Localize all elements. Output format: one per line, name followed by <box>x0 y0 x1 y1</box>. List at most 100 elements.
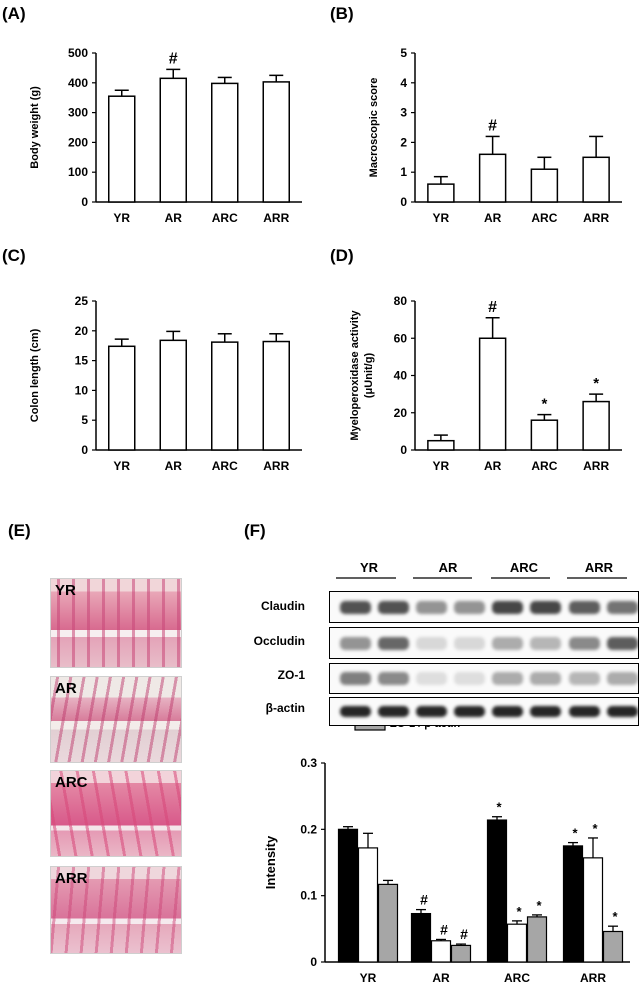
blot-band <box>530 636 561 650</box>
bar-ar <box>430 940 452 963</box>
chart-f: 00.10.20.3IntensityClaudin / β-actinOccl… <box>263 697 630 985</box>
y-tick-label: 0 <box>400 443 407 457</box>
y-tick-label: 0.1 <box>300 889 317 903</box>
histology-label-arc: ARC <box>55 774 88 791</box>
bar-arr <box>582 156 610 203</box>
y-tick-label: 25 <box>75 294 89 308</box>
bar-ar <box>478 337 507 451</box>
blot-band <box>416 636 447 650</box>
panel-label-b: (B) <box>330 4 354 23</box>
significance-marker: * <box>612 909 618 924</box>
y-tick-label: 5 <box>400 46 407 60</box>
blot-row-label-beta-actin: β-actin <box>265 701 305 715</box>
blot-band <box>340 636 371 650</box>
x-tick-label: ARC <box>531 459 557 473</box>
chart-b: 0 1 2 3 4 5 Macroscopic score YR AR # ARC ARR <box>368 46 622 225</box>
y-tick-label: 0.2 <box>300 822 317 836</box>
y-tick-label: 5 <box>81 413 88 427</box>
blot-group-arc: ARC <box>509 560 539 575</box>
y-axis-label: Myeloperoxidase activity <box>349 310 361 441</box>
x-tick-label: ARR <box>583 459 609 473</box>
y-tick-label: 60 <box>394 331 408 345</box>
significance-marker: # <box>169 50 178 67</box>
x-tick-label: ARC <box>212 211 238 225</box>
blot-band <box>416 706 447 717</box>
blot-band <box>530 600 561 614</box>
blot-row-label-claudin: Claudin <box>261 599 305 613</box>
bar-yr <box>377 883 399 963</box>
blot-band <box>607 672 638 685</box>
bar-arr <box>582 400 610 451</box>
x-tick-label: AR <box>165 211 183 225</box>
y-axis-label-unit: (μUnit/g) <box>363 353 375 399</box>
bar-yr <box>337 828 359 963</box>
y-tick-label: 0.3 <box>300 756 317 770</box>
chart-a: 0 100 200 300 400 500 Body weight (g) YR AR # ARC A… <box>29 46 302 225</box>
y-tick-label: 15 <box>75 354 89 368</box>
panel-label-f: (F) <box>244 521 266 540</box>
blot-band <box>416 600 447 614</box>
blot-band <box>492 706 523 717</box>
x-tick-label: YR <box>433 211 450 225</box>
significance-marker: # <box>488 117 497 134</box>
y-tick-label: 100 <box>68 165 88 179</box>
histology-image-yr: YR <box>50 578 182 668</box>
x-tick-label: ARR <box>263 211 289 225</box>
x-tick-label: YR <box>113 459 130 473</box>
panel-label-d: (D) <box>330 246 354 265</box>
blot-band <box>378 600 409 614</box>
significance-marker: * <box>536 898 542 913</box>
chart-d: 0 20 40 60 80 Myeloperoxidase activity (μUnit/… <box>349 294 622 473</box>
blot-band <box>492 600 523 614</box>
blot-band <box>378 706 409 717</box>
significance-marker: # <box>420 892 428 908</box>
significance-marker: # <box>460 926 468 942</box>
blot-band <box>416 672 447 685</box>
bar-arr <box>582 857 604 963</box>
panel-label-e: (E) <box>8 521 31 540</box>
blot-band <box>607 706 638 717</box>
bar-yr <box>108 345 136 451</box>
y-tick-label: 80 <box>394 294 408 308</box>
panel-label-c: (C) <box>2 246 26 265</box>
blot-band <box>492 636 523 650</box>
y-tick-label: 2 <box>400 135 407 149</box>
x-tick-label: AR <box>165 459 183 473</box>
bar-arc <box>530 419 559 451</box>
y-axis-label: Intensity <box>263 835 278 889</box>
y-tick-label: 0 <box>81 195 88 209</box>
histology-label-yr: YR <box>55 582 76 599</box>
bar-yr <box>108 95 136 203</box>
significance-marker: * <box>592 821 598 836</box>
bar-arr <box>262 81 290 203</box>
y-tick-label: 200 <box>68 135 88 149</box>
histology-label-ar: AR <box>55 680 77 697</box>
bar-arc <box>526 916 548 963</box>
significance-marker: # <box>440 921 448 937</box>
bar-yr <box>357 847 379 963</box>
bar-yr <box>427 439 455 451</box>
blot-band <box>530 672 561 685</box>
y-tick-label: 400 <box>68 76 88 90</box>
blot-band <box>569 636 600 650</box>
significance-marker: * <box>516 904 522 919</box>
x-tick-label: AR <box>432 971 450 985</box>
blot-band <box>454 672 485 685</box>
blot-band <box>378 672 409 685</box>
bar-ar <box>159 339 187 451</box>
bar-arr <box>602 930 624 963</box>
blot-row-label-zo1: ZO-1 <box>277 668 305 682</box>
y-tick-label: 4 <box>400 76 407 90</box>
blot-band <box>340 672 371 685</box>
y-tick-label: 10 <box>75 383 89 397</box>
blot-band <box>454 706 485 717</box>
y-axis-label: Colon length (cm) <box>29 328 41 422</box>
bar-ar <box>159 77 187 203</box>
bar-arc <box>211 341 239 451</box>
blot-band <box>569 706 600 717</box>
y-tick-label: 0 <box>400 195 407 209</box>
blot-band <box>340 706 371 717</box>
blot-band <box>569 672 600 685</box>
bar-ar <box>450 944 472 963</box>
